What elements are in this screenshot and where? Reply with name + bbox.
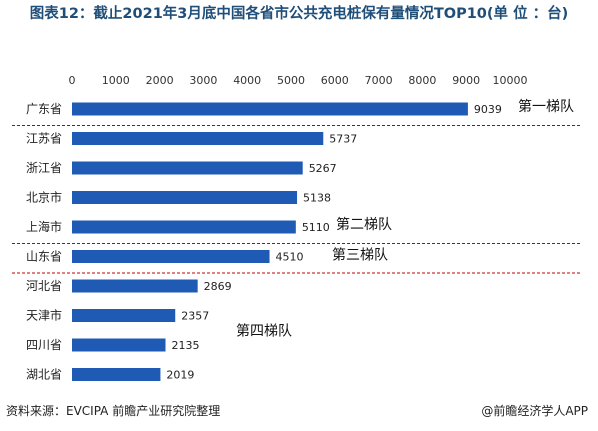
data-label: 5267 <box>309 162 337 175</box>
bar <box>72 279 198 293</box>
x-tick-label: 0 <box>69 74 76 87</box>
category-label: 江苏省 <box>26 132 62 146</box>
bar <box>72 220 296 234</box>
category-label: 河北省 <box>26 279 62 293</box>
x-tick-label: 1000 <box>102 74 130 87</box>
x-tick-label: 2000 <box>146 74 174 87</box>
data-label: 5737 <box>329 133 357 146</box>
tier-annotation: 第一梯队 <box>518 98 574 115</box>
chart-title: 图表12：截止2021年3月底中国各省市公共充电桩保有量情况TOP10(单 位 … <box>29 6 569 22</box>
bar <box>72 132 324 145</box>
x-tick-label: 4000 <box>233 74 261 87</box>
category-label: 四川省 <box>26 338 62 352</box>
data-label: 5138 <box>303 192 331 205</box>
category-label: 北京市 <box>26 190 62 205</box>
data-label: 4510 <box>276 251 304 264</box>
data-label: 2019 <box>166 369 194 382</box>
x-tick-label: 6000 <box>321 74 349 87</box>
bar <box>72 368 161 381</box>
bar <box>72 191 298 204</box>
category-label: 天津市 <box>26 308 62 323</box>
x-tick-label: 5000 <box>277 74 305 87</box>
bar <box>72 338 166 352</box>
data-label: 2357 <box>181 310 209 323</box>
bar <box>72 250 270 263</box>
tier-annotation: 第四梯队 <box>236 323 292 340</box>
bar <box>72 161 303 175</box>
data-label: 9039 <box>474 103 502 116</box>
category-label: 湖北省 <box>26 367 62 382</box>
x-tick-label: 3000 <box>189 74 217 87</box>
tier-annotation: 第三梯队 <box>332 247 388 264</box>
brand-credit: @前瞻经济学人APP <box>481 404 588 418</box>
category-label: 上海市 <box>26 219 62 234</box>
x-tick-label: 8000 <box>408 74 436 87</box>
data-label: 5110 <box>302 221 330 234</box>
category-label: 广东省 <box>26 102 62 116</box>
category-label: 山东省 <box>26 250 62 264</box>
bar <box>72 309 176 322</box>
category-label: 浙江省 <box>26 161 62 175</box>
data-label: 2135 <box>172 339 200 352</box>
bar <box>72 102 468 116</box>
source-note: 资料来源：EVCIPA 前瞻产业研究院整理 <box>6 404 221 418</box>
x-tick-label: 7000 <box>365 74 393 87</box>
x-tick-label: 10000 <box>493 74 528 87</box>
tier-annotation: 第二梯队 <box>336 216 392 233</box>
x-tick-label: 9000 <box>452 74 480 87</box>
data-label: 2869 <box>204 280 232 293</box>
